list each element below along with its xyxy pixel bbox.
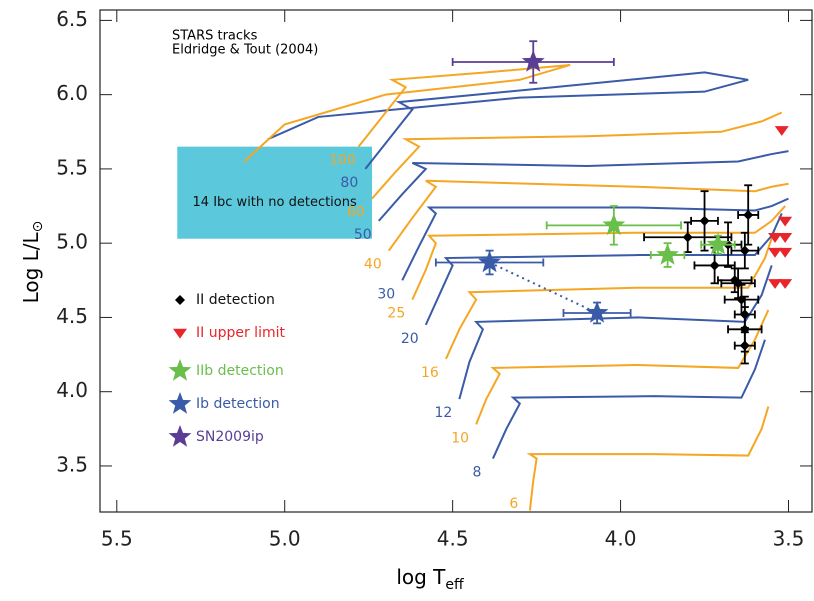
legend-label: II detection (196, 292, 275, 308)
data-point (743, 209, 754, 220)
y-tick-label: 5.5 (56, 155, 88, 179)
track-label: 60 (347, 205, 365, 221)
data-point (656, 243, 679, 265)
data-point (778, 233, 793, 243)
data-point (774, 126, 789, 136)
plot-area (177, 40, 793, 511)
data-point (778, 216, 793, 227)
track-label: 16 (421, 365, 439, 381)
x-axis-label: log Teff (396, 565, 464, 594)
y-tick-label: 6.5 (56, 7, 88, 31)
x-tick-label: 5.5 (101, 527, 133, 551)
track (371, 111, 783, 200)
track-label: 12 (434, 405, 452, 421)
y-tick-label: 4.0 (56, 378, 88, 402)
region-label: 14 Ibc with no detections (193, 195, 357, 210)
track-label: 20 (401, 331, 419, 347)
track (388, 179, 789, 252)
track (401, 197, 789, 281)
legend-marker (168, 425, 192, 447)
data-point (768, 233, 783, 243)
track (445, 228, 777, 360)
y-tick-label: 3.5 (56, 452, 88, 476)
legend-marker (173, 328, 187, 339)
track-label: 6 (509, 496, 518, 512)
y-label-main: Log L/L (19, 231, 43, 303)
track (424, 213, 783, 326)
track (475, 309, 770, 425)
track (378, 150, 789, 222)
y-tick-label: 4.5 (56, 304, 88, 328)
legend-label: Ib detection (196, 396, 280, 412)
data-point (768, 279, 783, 289)
data-point (709, 260, 720, 271)
track-label: 10 (451, 430, 469, 446)
data-point (778, 279, 793, 289)
legend-marker (168, 359, 192, 381)
track-label: 50 (354, 227, 372, 243)
plot-frame (99, 9, 813, 513)
track (526, 406, 770, 511)
data-point (768, 247, 783, 258)
x-tick-label: 5.0 (269, 527, 301, 551)
x-tick-label: 4.0 (605, 527, 637, 551)
x-tick-label: 4.5 (437, 527, 469, 551)
track-label: 30 (377, 286, 395, 302)
track-label: 25 (387, 306, 405, 322)
annotation: STARS tracks (172, 29, 258, 44)
data-point (699, 215, 710, 226)
data-point (682, 232, 693, 243)
track-label: 80 (340, 175, 358, 191)
data-point (739, 245, 750, 256)
connector (489, 261, 598, 314)
track-label: 100 (329, 153, 356, 169)
annotation: Eldridge & Tout (2004) (172, 43, 318, 58)
y-axis-label: Log L/L⊙ (19, 221, 47, 304)
track (492, 339, 766, 459)
x-tick-label: 3.5 (773, 527, 805, 551)
data-point (585, 301, 609, 323)
x-label-sub: eff (445, 577, 464, 593)
x-label-main: log T (396, 565, 446, 589)
track (267, 71, 749, 170)
legend-marker (168, 392, 192, 414)
data-point (602, 213, 626, 236)
legend-label: IIb detection (196, 363, 284, 379)
data-point (478, 250, 501, 273)
data-point (778, 247, 793, 258)
track-label: 8 (472, 465, 481, 481)
region (177, 146, 373, 239)
y-tick-label: 6.0 (56, 81, 88, 105)
track-label: 40 (364, 257, 382, 273)
legend-label: SN2009ip (196, 429, 264, 445)
data-point (706, 232, 730, 255)
track (458, 265, 773, 400)
y-tick-label: 5.0 (56, 230, 88, 254)
legend-label: II upper limit (196, 325, 285, 341)
data-point (521, 50, 545, 72)
track (411, 205, 786, 301)
legend-marker (175, 295, 185, 305)
data-point (739, 340, 750, 351)
y-label-sub: ⊙ (30, 221, 46, 233)
